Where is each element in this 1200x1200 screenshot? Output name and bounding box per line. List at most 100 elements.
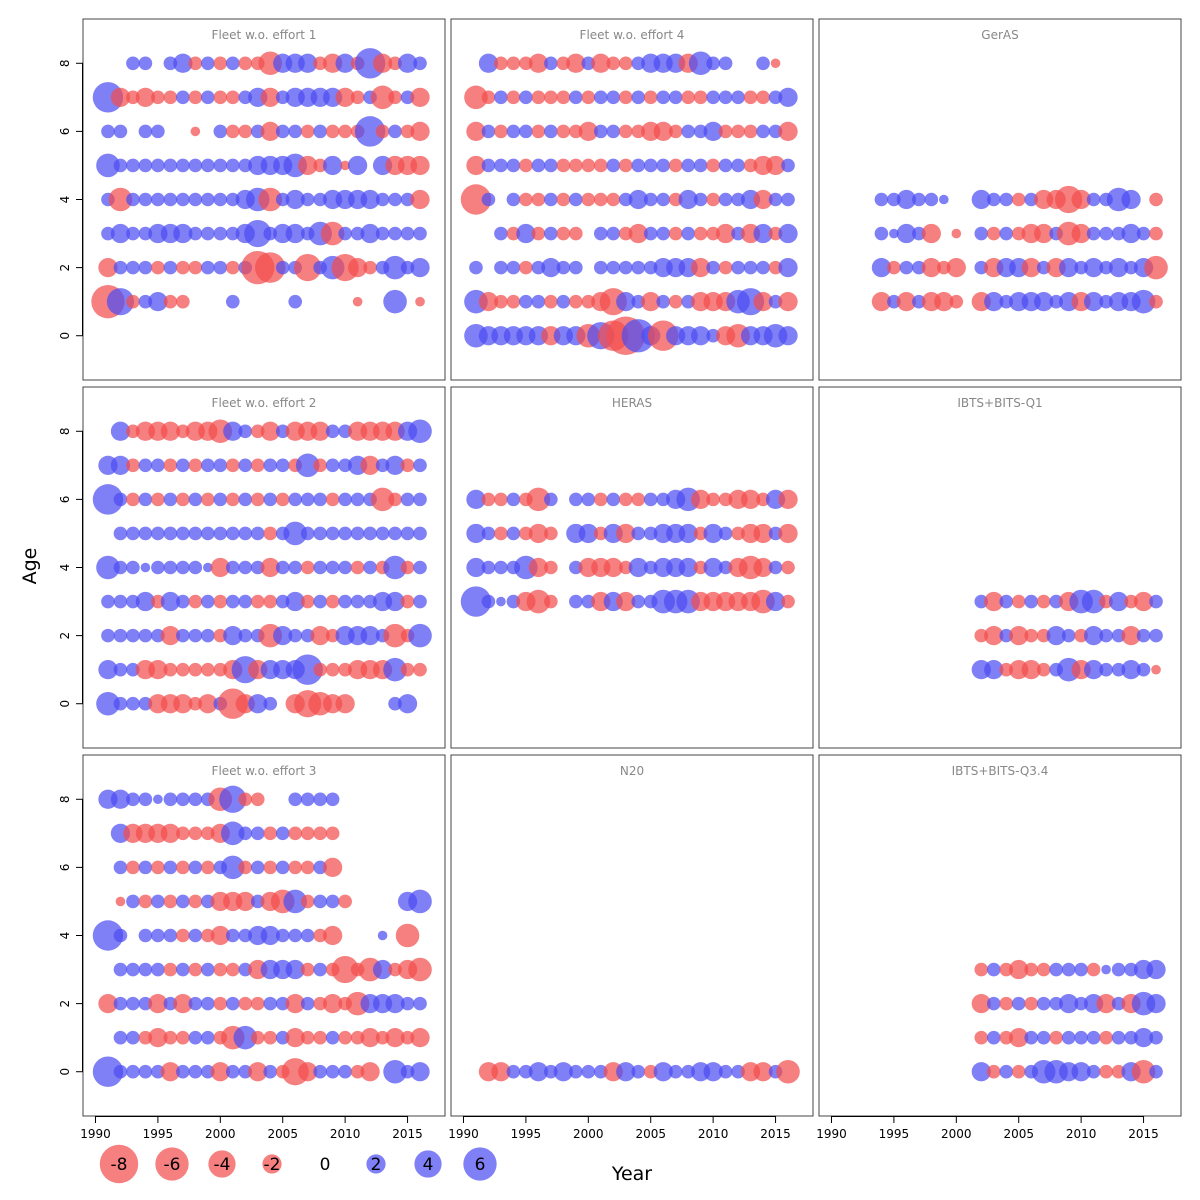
residual-bubble: [300, 560, 315, 575]
legend-bubble: [463, 1147, 497, 1181]
y-tick-label: 2: [58, 632, 72, 640]
residual-bubble: [718, 158, 733, 173]
residual-bubble: [469, 260, 483, 275]
residual-bubble: [949, 294, 964, 309]
residual-bubble: [360, 223, 380, 244]
residual-bubble: [556, 294, 571, 309]
residual-bubble: [350, 560, 365, 575]
residual-bubble: [999, 192, 1014, 207]
residual-bubble: [338, 662, 352, 677]
residual-bubble: [1111, 962, 1126, 977]
residual-bubble: [106, 288, 135, 316]
residual-bubble: [325, 826, 340, 841]
residual-bubble: [313, 662, 327, 677]
panel-heras: HERAS: [450, 386, 814, 749]
residual-bubble: [126, 226, 140, 241]
residual-bubble: [113, 696, 128, 711]
residual-bubble: [986, 226, 1001, 241]
residual-bubble: [544, 1064, 558, 1079]
residual-bubble: [350, 1064, 365, 1079]
residual-bubble: [163, 526, 178, 541]
residual-bubble: [1049, 594, 1063, 609]
residual-bubble: [198, 694, 218, 714]
residual-bubble: [569, 192, 583, 207]
residual-bubble: [731, 90, 745, 105]
y-tick-label: 8: [58, 795, 72, 803]
residual-bubble: [163, 560, 178, 575]
residual-bubble: [581, 158, 596, 173]
residual-bubble: [201, 226, 215, 241]
residual-bubble: [233, 1025, 258, 1050]
residual-bubble: [768, 90, 783, 105]
residual-bubble: [126, 90, 140, 105]
residual-bubble: [275, 826, 290, 841]
residual-bubble: [110, 789, 131, 809]
residual-bubble: [506, 1064, 521, 1079]
panel-fleet-w-o-effort-1: Fleet w.o. effort 1 0 2 4 6 8: [58, 18, 446, 381]
residual-bubble: [1036, 662, 1051, 677]
residual-bubble: [388, 90, 402, 105]
panel-title: Fleet w.o. effort 4: [580, 28, 685, 42]
residual-bubble: [668, 294, 683, 309]
residual-bubble: [335, 87, 355, 107]
legend-label: 0: [320, 1155, 331, 1175]
residual-bubble: [188, 226, 203, 241]
residual-bubble: [1086, 226, 1101, 241]
y-tick-label: 4: [58, 564, 72, 572]
residual-bubble: [323, 155, 343, 176]
residual-bubble: [263, 1064, 278, 1079]
residual-bubble: [778, 523, 798, 544]
panel-fleet-w-o-effort-2: Fleet w.o. effort 2 0 2 4 6 8: [58, 386, 446, 749]
residual-bubble: [221, 855, 245, 880]
residual-bubble: [606, 124, 621, 139]
residual-bubble: [385, 455, 405, 475]
residual-bubble: [1136, 662, 1151, 677]
residual-bubble: [188, 260, 203, 275]
residual-bubble: [951, 228, 962, 239]
residual-bubble: [410, 1062, 430, 1082]
residual-bubble: [889, 228, 899, 239]
residual-bubble: [984, 292, 1004, 312]
legend-label: -4: [214, 1155, 231, 1175]
residual-bubble: [1101, 964, 1111, 975]
residual-bubble: [176, 826, 190, 841]
legend-label: -6: [164, 1155, 181, 1175]
residual-bubble: [313, 962, 327, 977]
residual-bubble: [350, 226, 365, 241]
residual-bubble: [113, 662, 128, 677]
residual-bubble: [250, 458, 265, 473]
bubbles: [971, 959, 1166, 1084]
y-axis: 0 2 4 6 8: [58, 427, 83, 708]
residual-bubble: [1099, 628, 1113, 643]
residual-bubble: [400, 662, 415, 677]
residual-bubble: [285, 223, 305, 244]
residual-bubble: [1124, 1030, 1138, 1045]
residual-bubble: [643, 526, 658, 541]
residual-bubble: [946, 257, 966, 278]
residual-bubble: [1131, 1059, 1156, 1084]
residual-bubble: [176, 662, 190, 677]
x-axis: 1990 1995 2000 2005 2010 2015: [448, 1116, 791, 1141]
residual-bubble: [113, 996, 128, 1011]
residual-bubble: [372, 53, 393, 73]
residual-bubble: [313, 158, 327, 173]
residual-bubble: [225, 158, 240, 173]
residual-bubble: [188, 826, 203, 841]
residual-bubble: [937, 260, 951, 275]
residual-bubble: [300, 860, 315, 875]
residual-bubble: [225, 594, 240, 609]
residual-bubble: [113, 492, 128, 507]
residual-bubble: [126, 560, 140, 575]
residual-bubble: [556, 192, 571, 207]
residual-bubble: [160, 421, 180, 441]
residual-bubble: [656, 192, 671, 207]
panel-frame: [818, 18, 1182, 381]
residual-bubble: [718, 1064, 733, 1079]
residual-bubble: [250, 526, 265, 541]
panel-title: HERAS: [612, 396, 652, 410]
residual-bubble: [753, 557, 773, 578]
residual-bubble: [225, 124, 240, 139]
residual-bubble: [238, 962, 253, 977]
residual-bubble: [335, 53, 355, 73]
residual-bubble: [400, 124, 415, 139]
